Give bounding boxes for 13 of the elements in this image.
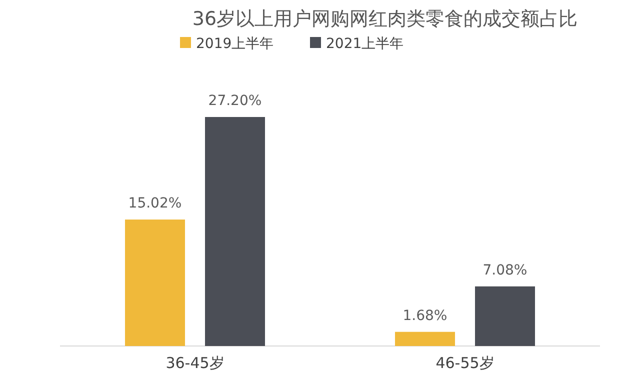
bar xyxy=(125,220,185,346)
data-label: 7.08% xyxy=(482,262,528,278)
legend-label: 2021上半年 xyxy=(326,36,404,52)
x-tick-label: 46-55岁 xyxy=(436,354,494,372)
bar xyxy=(395,332,455,346)
legend-label: 2019上半年 xyxy=(196,36,274,52)
data-label: 1.68% xyxy=(402,308,448,324)
data-label: 27.20% xyxy=(208,93,262,109)
x-tick-label: 36-45岁 xyxy=(166,354,224,372)
data-label: 15.02% xyxy=(128,196,182,212)
bar xyxy=(205,117,265,346)
chart-title: 36岁以上用户网购网红肉类零食的成交额占比 xyxy=(192,8,578,30)
bar xyxy=(475,286,535,346)
